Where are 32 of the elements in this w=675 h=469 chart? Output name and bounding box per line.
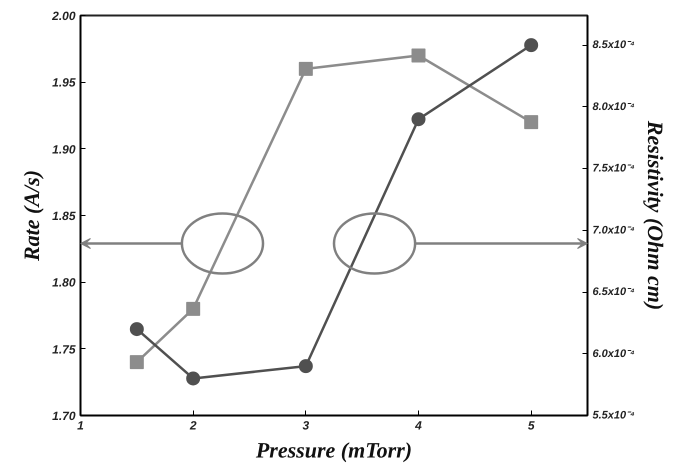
x-tick-label: 2	[188, 418, 197, 432]
point	[298, 359, 313, 374]
point	[186, 302, 200, 316]
x-tick-label: 4	[414, 418, 422, 432]
x-axis-title: Pressure (mTorr)	[254, 438, 412, 462]
y-tick-label: 1.70	[52, 409, 76, 423]
y-tick-label: 2.00	[51, 9, 76, 23]
x-tick-label: 5	[528, 418, 535, 432]
y-axis-title: Rate (A/s)	[19, 170, 44, 262]
point	[412, 112, 426, 126]
y2-tick-label: 8.0x10⁻⁴	[592, 100, 636, 113]
y2-tick-label: 8.5x10⁻⁴	[592, 39, 636, 52]
x-tick-label: 1	[77, 418, 84, 432]
point	[298, 62, 313, 76]
y2-tick-label: 6.5x10⁻⁴	[592, 286, 636, 298]
point	[524, 115, 538, 130]
y2-tick-label: 5.5x10⁻⁴	[592, 410, 636, 422]
point	[524, 38, 538, 52]
y2-tick-label: 6.0x10⁻⁴	[592, 348, 636, 360]
y-tick-label: 1.95	[52, 76, 76, 90]
y-tick-label: 1.90	[52, 142, 76, 156]
point	[130, 322, 144, 336]
point	[412, 48, 426, 62]
y-tick-label: 1.75	[52, 342, 76, 356]
point	[186, 371, 200, 386]
x-tick-label: 3	[302, 418, 310, 432]
y2-tick-label: 7.5x10⁻⁴	[592, 162, 636, 175]
y-tick-label: 1.85	[52, 209, 76, 223]
point	[130, 355, 144, 370]
y2-tick-label: 7.0x10⁻⁴	[592, 224, 636, 236]
y2-axis-title: Resistivity (Ohm cm)	[642, 120, 668, 310]
y-tick-label: 1.80	[52, 276, 76, 290]
